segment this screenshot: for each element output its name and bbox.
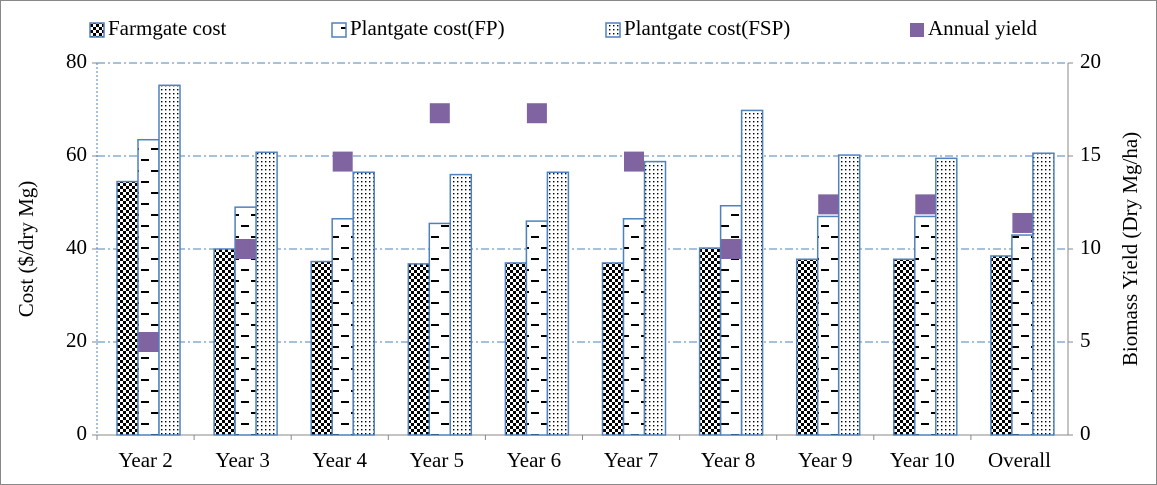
y-tick-label: 20 (66, 328, 87, 352)
marker (332, 151, 353, 172)
bar (935, 157, 958, 436)
y2-axis-title: Biomass Yield (Dry Mg/ha) (1118, 132, 1142, 366)
bar (816, 215, 840, 436)
x-tick-label: Year 2 (118, 448, 172, 472)
bar (331, 218, 354, 436)
bar (601, 262, 625, 436)
bar (255, 151, 278, 436)
bar (698, 247, 722, 436)
marker (235, 239, 256, 259)
legend-label: Plantgate cost(FSP) (624, 16, 790, 40)
marker (721, 239, 742, 259)
bar (914, 215, 937, 436)
legend-swatch (910, 23, 924, 37)
y2-tick-label: 0 (1080, 421, 1091, 445)
bar (622, 218, 646, 436)
y-axis-title: Cost ($/dry Mg) (14, 181, 38, 318)
x-tick-label: Year 5 (410, 448, 464, 472)
marker (818, 194, 839, 215)
legend-swatch (605, 22, 621, 38)
bar (428, 222, 452, 436)
x-tick-label: Year 9 (798, 448, 852, 472)
x-tick-label: Year 7 (604, 448, 658, 472)
bar (449, 173, 473, 436)
bar (352, 171, 375, 436)
x-tick-label: Year 6 (507, 448, 561, 472)
bar (1032, 152, 1055, 436)
bar (893, 258, 916, 436)
y2-tick-label: 10 (1080, 235, 1101, 259)
legend-label: Plantgate cost(FP) (350, 16, 505, 40)
marker (624, 151, 644, 172)
x-tick-label: Year 8 (701, 448, 755, 472)
bar (158, 84, 181, 436)
marker (526, 103, 547, 124)
bar (795, 258, 819, 436)
legend-swatch (331, 22, 347, 38)
bar (504, 262, 528, 436)
bar (643, 160, 667, 436)
y2-tick-label: 5 (1080, 328, 1091, 352)
bar (740, 109, 764, 436)
y-tick-label: 40 (66, 235, 87, 259)
y-tick-label: 0 (77, 421, 88, 445)
x-tick-label: Overall (988, 448, 1051, 472)
bar (1011, 234, 1034, 436)
legend-label: Annual yield (928, 16, 1038, 40)
marker (915, 194, 936, 215)
bar (213, 248, 236, 436)
bar (525, 220, 549, 436)
bar (310, 260, 333, 436)
bar (137, 138, 160, 436)
marker (429, 103, 450, 124)
marker (138, 332, 159, 352)
legend-label: Farmgate cost (108, 16, 227, 40)
y2-tick-label: 20 (1080, 49, 1101, 73)
y-tick-label: 80 (66, 49, 87, 73)
x-tick-label: Year 4 (313, 448, 368, 472)
bar (116, 180, 139, 436)
bar (837, 154, 861, 436)
bar (407, 263, 431, 436)
x-tick-label: Year 10 (890, 448, 955, 472)
y2-tick-label: 15 (1080, 142, 1101, 166)
bar (546, 171, 570, 436)
bar (990, 255, 1013, 436)
x-tick-label: Year 3 (215, 448, 269, 472)
legend-swatch (89, 22, 105, 38)
marker (1012, 212, 1033, 233)
y-tick-label: 60 (66, 142, 87, 166)
